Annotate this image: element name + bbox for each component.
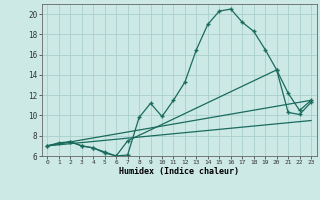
X-axis label: Humidex (Indice chaleur): Humidex (Indice chaleur) [119,167,239,176]
